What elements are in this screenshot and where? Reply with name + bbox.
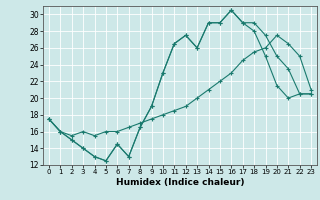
X-axis label: Humidex (Indice chaleur): Humidex (Indice chaleur) [116,178,244,187]
